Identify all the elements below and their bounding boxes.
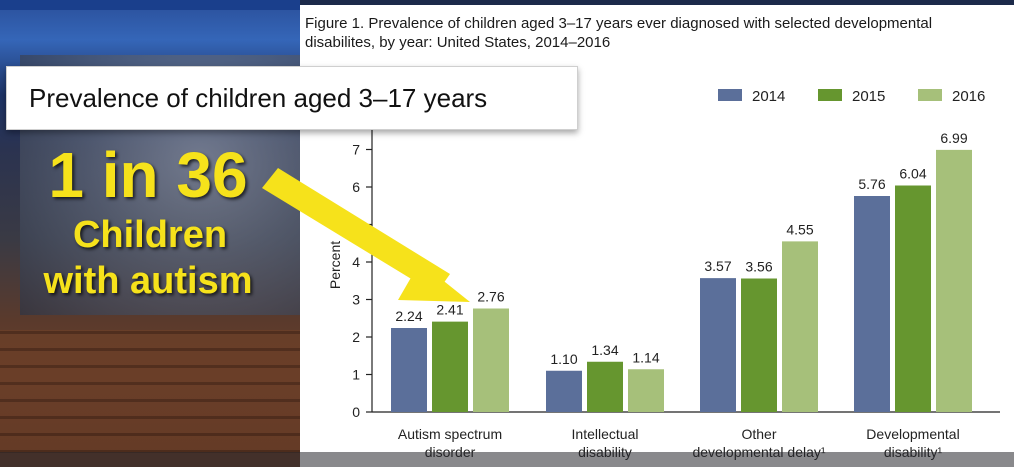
category-label: Intellectual <box>572 426 639 442</box>
bar-2015-2 <box>741 278 777 412</box>
overlay-title: Prevalence of children aged 3–17 years <box>29 83 488 113</box>
category-label: Other <box>741 426 776 442</box>
overlay-line-children: Children <box>72 214 228 256</box>
data-label: 1.14 <box>632 349 659 365</box>
bar-2014-0 <box>391 328 427 412</box>
category-label: Autism spectrum <box>398 426 502 442</box>
bar-2014-3 <box>854 196 890 412</box>
data-label: 5.76 <box>858 176 885 192</box>
y-tick-label: 7 <box>352 142 360 158</box>
data-label: 4.55 <box>786 221 813 237</box>
y-tick-label: 2 <box>352 329 360 345</box>
data-label: 1.34 <box>591 342 618 358</box>
figure-caption-line-1: Figure 1. Prevalence of children aged 3–… <box>305 15 933 32</box>
background-wall <box>0 330 300 467</box>
data-label: 3.57 <box>704 258 731 274</box>
legend-label: 2015 <box>852 88 885 105</box>
data-label: 2.24 <box>395 308 422 324</box>
overlay-title-box: Prevalence of children aged 3–17 years <box>6 66 578 130</box>
bar-2016-0 <box>473 308 509 412</box>
bar-2016-2 <box>782 241 818 412</box>
data-label: 3.56 <box>745 259 772 275</box>
y-axis-title: Percent <box>327 241 343 289</box>
data-label: 2.76 <box>477 289 504 305</box>
overlay-stat: 1 in 36 <box>48 139 248 211</box>
bar-2014-1 <box>546 370 582 412</box>
arrow-head <box>398 262 470 302</box>
y-tick-label: 3 <box>352 292 360 308</box>
bar-2016-1 <box>628 369 664 412</box>
figure-caption: Figure 1. Prevalence of children aged 3–… <box>305 14 1005 52</box>
bar-2016-3 <box>936 149 972 412</box>
legend-label: 2016 <box>952 88 985 105</box>
y-tick-label: 0 <box>352 404 360 420</box>
bar-2014-2 <box>700 278 736 412</box>
arrow-shaft <box>262 168 450 294</box>
legend-label: 2014 <box>752 88 785 105</box>
y-tick-label: 4 <box>352 254 360 270</box>
bar-2015-0 <box>432 321 468 412</box>
legend-swatch-2016 <box>918 89 942 101</box>
top-strip <box>0 0 300 10</box>
legend-swatch-2014 <box>718 89 742 101</box>
category-label: Developmental <box>866 426 959 442</box>
bar-2015-1 <box>587 361 623 412</box>
data-label: 6.04 <box>899 166 926 182</box>
bar-2015-3 <box>895 185 931 412</box>
legend-swatch-2015 <box>818 89 842 101</box>
data-label: 6.99 <box>940 130 967 146</box>
y-tick-label: 6 <box>352 179 360 195</box>
bottom-overlay-bar <box>0 452 1014 467</box>
data-label: 1.10 <box>550 351 577 367</box>
overlay-line-with-autism: with autism <box>43 260 253 302</box>
data-label: 2.41 <box>436 302 463 318</box>
y-tick-label: 1 <box>352 367 360 383</box>
arrow-icon <box>262 168 470 302</box>
figure-caption-line-2: disabilites, by year: United States, 201… <box>305 34 611 51</box>
